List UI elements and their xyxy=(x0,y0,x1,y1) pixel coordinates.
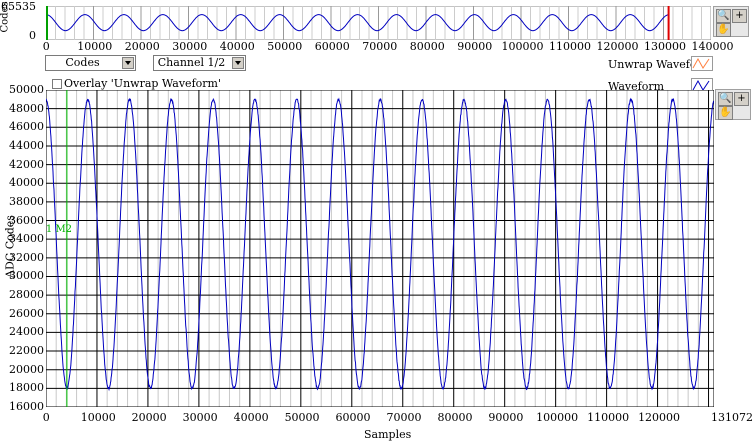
main-xtick-label: 50000 xyxy=(284,411,320,424)
overview-plot[interactable] xyxy=(46,6,711,40)
main-ytick-label: 40000 xyxy=(9,176,44,190)
main-ytick-label: 46000 xyxy=(9,120,44,134)
main-xtick-label: 110000 xyxy=(587,411,630,424)
overview-ytick-min: 0 xyxy=(29,29,36,42)
overlay-checkbox-label[interactable]: Overlay 'Unwrap Waveform' xyxy=(64,77,221,90)
overview-xtick-label: 80000 xyxy=(409,40,445,53)
overview-xtick-label: 30000 xyxy=(172,40,208,53)
main-xtick-label: 131072 xyxy=(711,411,752,424)
waveform-series-line xyxy=(46,97,714,392)
main-xtick-label: 90000 xyxy=(488,411,524,424)
overview-xtick-label: 130000 xyxy=(644,40,686,53)
main-ytick-label: 24000 xyxy=(9,325,44,339)
main-ytick-label: 18000 xyxy=(9,381,44,395)
overlay-checkbox[interactable] xyxy=(52,79,62,89)
overview-ytick-max: 65535 xyxy=(1,0,36,13)
zoom-icon[interactable]: 🔍 xyxy=(716,9,731,23)
main-ytick-label: 34000 xyxy=(9,232,44,246)
hand-pan-icon[interactable]: ✋ xyxy=(718,106,733,120)
view-select[interactable]: Codes xyxy=(45,55,136,71)
overview-xtick-label: 0 xyxy=(42,40,50,53)
overview-xtick-label: 70000 xyxy=(362,40,398,53)
chevron-down-icon[interactable] xyxy=(232,57,244,69)
main-ytick-label: 30000 xyxy=(9,269,44,283)
main-ytick-label: 26000 xyxy=(9,306,44,320)
chevron-down-icon[interactable] xyxy=(122,57,134,69)
main-tool-palette: 🔍 + ✋ xyxy=(715,89,751,120)
main-xtick-label: 70000 xyxy=(386,411,422,424)
main-ytick-label: 32000 xyxy=(9,250,44,264)
overview-xtick-label: 10000 xyxy=(77,40,113,53)
channel-select[interactable]: Channel 1/2 xyxy=(153,55,246,71)
main-xtick-label: 120000 xyxy=(638,411,681,424)
overview-xtick-label: 140000 xyxy=(691,40,734,53)
main-plot[interactable]: 1 M2 xyxy=(46,90,714,407)
cursor-m2-label: 1 M2 xyxy=(46,224,72,235)
main-xtick-label: 100000 xyxy=(536,411,579,424)
channel-select-value: Channel 1/2 xyxy=(157,56,226,69)
main-ytick-label: 42000 xyxy=(9,157,44,171)
overview-xtick-label: 120000 xyxy=(596,40,639,53)
unwrap-legend-label: Unwrap Waveform xyxy=(608,58,713,71)
overview-tool-palette: 🔍 + ✋ xyxy=(713,6,749,37)
main-ytick-label: 22000 xyxy=(9,344,44,358)
overview-xtick-label: 60000 xyxy=(314,40,350,53)
overview-xtick-label: 50000 xyxy=(267,40,303,53)
overview-xtick-label: 20000 xyxy=(124,40,160,53)
overview-xtick-label: 110000 xyxy=(549,40,591,53)
main-ytick-label: 44000 xyxy=(9,138,44,152)
overview-waveform-line xyxy=(46,14,669,32)
main-ytick-label: 48000 xyxy=(9,101,44,115)
main-ytick-label: 38000 xyxy=(9,194,44,208)
hand-pan-icon[interactable]: ✋ xyxy=(716,23,731,37)
main-xtick-label: 30000 xyxy=(182,411,218,424)
main-ytick-label: 36000 xyxy=(9,213,44,227)
view-select-value: Codes xyxy=(65,56,100,69)
main-xtick-label: 20000 xyxy=(131,411,167,424)
main-xtick-label: 60000 xyxy=(335,411,371,424)
overview-xtick-label: 100000 xyxy=(501,40,544,53)
main-ytick-label: 28000 xyxy=(9,288,44,302)
overview-xtick-label: 40000 xyxy=(219,40,255,53)
unwrap-legend-swatch[interactable] xyxy=(691,56,713,71)
zoom-icon[interactable]: 🔍 xyxy=(718,92,733,106)
main-ytick-label: 20000 xyxy=(9,362,44,376)
overview-xtick-label: 90000 xyxy=(457,40,493,53)
crosshair-icon[interactable]: + xyxy=(732,9,747,23)
main-xtick-label: 40000 xyxy=(233,411,269,424)
main-xtick-label: 10000 xyxy=(80,411,116,424)
main-ytick-label: 16000 xyxy=(9,400,44,413)
main-xtick-label: 0 xyxy=(42,411,50,424)
main-xtick-label: 80000 xyxy=(437,411,473,424)
main-ytick-label: 50000 xyxy=(9,83,44,96)
crosshair-icon[interactable]: + xyxy=(734,92,749,106)
